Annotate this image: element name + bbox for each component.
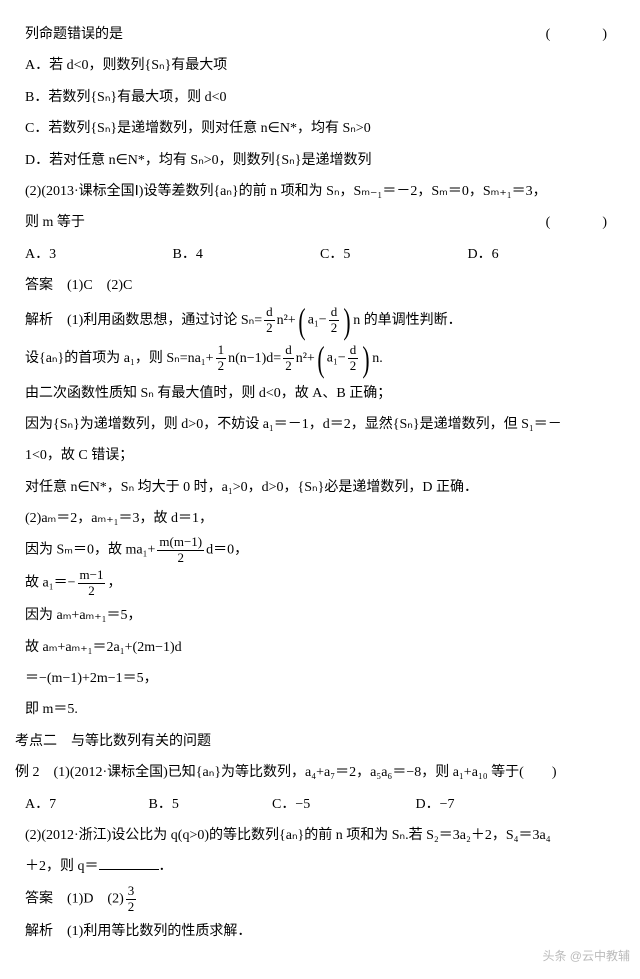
q1-opt-d: D．若对任意 n∈N*，均有 Sₙ>0，则数列{Sₙ}是递增数列 — [25, 146, 615, 175]
q2-options: A．3 B．4 C．5 D．6 — [25, 240, 615, 269]
ex2-options: A．7 B．5 C．−5 D．−7 — [25, 790, 615, 819]
q2-stem-1: (2)(2013·课标全国Ⅰ)设等差数列{aₙ}的前 n 项和为 Sₙ，Sₘ₋₁… — [25, 177, 615, 206]
q2-opt-a: A．3 — [25, 240, 173, 269]
exp-line-0: 解析 (1)利用函数思想，通过讨论 Sₙ=d2n²+(a₁−d2)n 的单调性判… — [25, 303, 615, 339]
q2-paren: ( ) — [546, 208, 615, 237]
ex2-opt-a: A．7 — [25, 790, 145, 819]
watermark: 头条 @云中教辅 — [542, 944, 630, 969]
exp-line-12: 即 m＝5. — [25, 695, 615, 724]
exp-line-7: 因为 Sₘ＝0，故 ma₁+m(m−1)2d＝0， — [25, 535, 615, 566]
ex2-p2-a: (2)(2012·浙江)设公比为 q(q>0)的等比数列{aₙ}的前 n 项和为… — [25, 821, 615, 850]
exp-line-11: ＝−(m−1)+2m−1＝5， — [25, 664, 615, 693]
q1-paren: ( ) — [546, 20, 615, 49]
q1-stem: 列命题错误的是 — [25, 20, 123, 49]
blank-fill — [99, 855, 159, 870]
exp-line-10: 故 aₘ+aₘ₊₁＝2a₁+(2m−1)d — [25, 633, 615, 662]
exp-line-8: 故 a₁＝−m−12， — [25, 568, 615, 599]
ex2-stem: 例 2 (1)(2012·课标全国)已知{aₙ}为等比数列，a₄+a₇＝2，a₅… — [15, 758, 615, 787]
ex2-answer: 答案 (1)D (2)32 — [25, 884, 615, 915]
ex2-opt-c: C．−5 — [272, 790, 412, 819]
exp-line-1: 设{aₙ}的首项为 a₁，则 Sₙ=na₁+12n(n−1)d=d2n²+(a₁… — [25, 341, 615, 377]
q1-opt-b: B．若数列{Sₙ}有最大项，则 d<0 — [25, 83, 615, 112]
exp-line-6: (2)aₘ＝2，aₘ₊₁＝3，故 d＝1， — [25, 504, 615, 533]
ex2-opt-d: D．−7 — [416, 790, 455, 819]
exp-line-4: 1<0，故 C 错误； — [25, 441, 615, 470]
q1-opt-a: A．若 d<0，则数列{Sₙ}有最大项 — [25, 51, 615, 80]
exp-line-9: 因为 aₘ+aₘ₊₁＝5， — [25, 601, 615, 630]
exp-line-3: 因为{Sₙ}为递增数列，则 d>0，不妨设 a₁＝－1，d＝2，显然{Sₙ}是递… — [25, 410, 615, 439]
q1-opt-c: C．若数列{Sₙ}是递增数列，则对任意 n∈N*，均有 Sₙ>0 — [25, 114, 615, 143]
ex2-exp: 解析 (1)利用等比数列的性质求解． — [25, 917, 615, 946]
answer: 答案 (1)C (2)C — [25, 271, 615, 300]
ex2-p2-b: ＋2，则 q＝． — [25, 852, 615, 881]
q2-opt-d: D．6 — [468, 240, 616, 269]
q2-opt-c: C．5 — [320, 240, 468, 269]
kd2-title: 考点二 与等比数列有关的问题 — [15, 727, 615, 756]
ex2-opt-b: B．5 — [149, 790, 269, 819]
q2-stem-2: 则 m 等于 — [25, 208, 85, 237]
exp-line-5: 对任意 n∈N*，Sₙ 均大于 0 时，a₁>0，d>0，{Sₙ}必是递增数列，… — [25, 473, 615, 502]
exp-line-2: 由二次函数性质知 Sₙ 有最大值时，则 d<0，故 A、B 正确； — [25, 379, 615, 408]
q2-opt-b: B．4 — [173, 240, 321, 269]
